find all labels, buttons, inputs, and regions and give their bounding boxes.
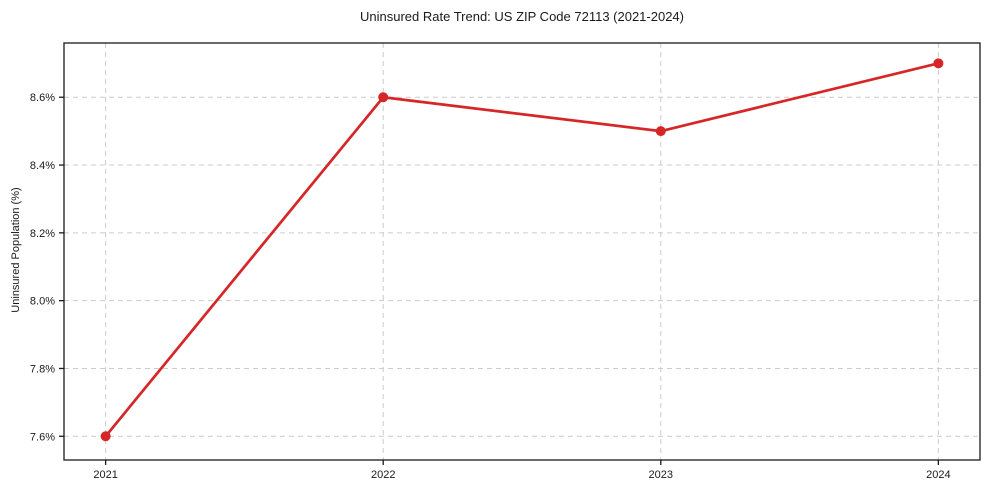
data-point: [100, 431, 111, 442]
data-point: [655, 126, 666, 137]
y-tick-label: 8.0%: [30, 296, 55, 308]
data-point: [378, 92, 389, 103]
y-tick-label: 8.4%: [30, 160, 55, 172]
chart-title: Uninsured Rate Trend: US ZIP Code 72113 …: [360, 9, 684, 24]
x-tick-label: 2023: [649, 469, 673, 481]
trend-line: [104, 61, 940, 438]
y-tick-label: 8.2%: [30, 228, 55, 240]
y-tick-label: 8.6%: [30, 92, 55, 104]
y-axis-label: Uninsured Population (%): [10, 187, 22, 313]
x-tick-label: 2024: [926, 469, 950, 481]
plot-border: [63, 42, 981, 461]
x-tick-label: 2021: [93, 469, 117, 481]
x-tick-label: 2022: [371, 469, 395, 481]
y-tick-label: 7.6%: [30, 431, 55, 443]
data-point: [933, 58, 944, 69]
y-tick-label: 7.8%: [30, 363, 55, 375]
